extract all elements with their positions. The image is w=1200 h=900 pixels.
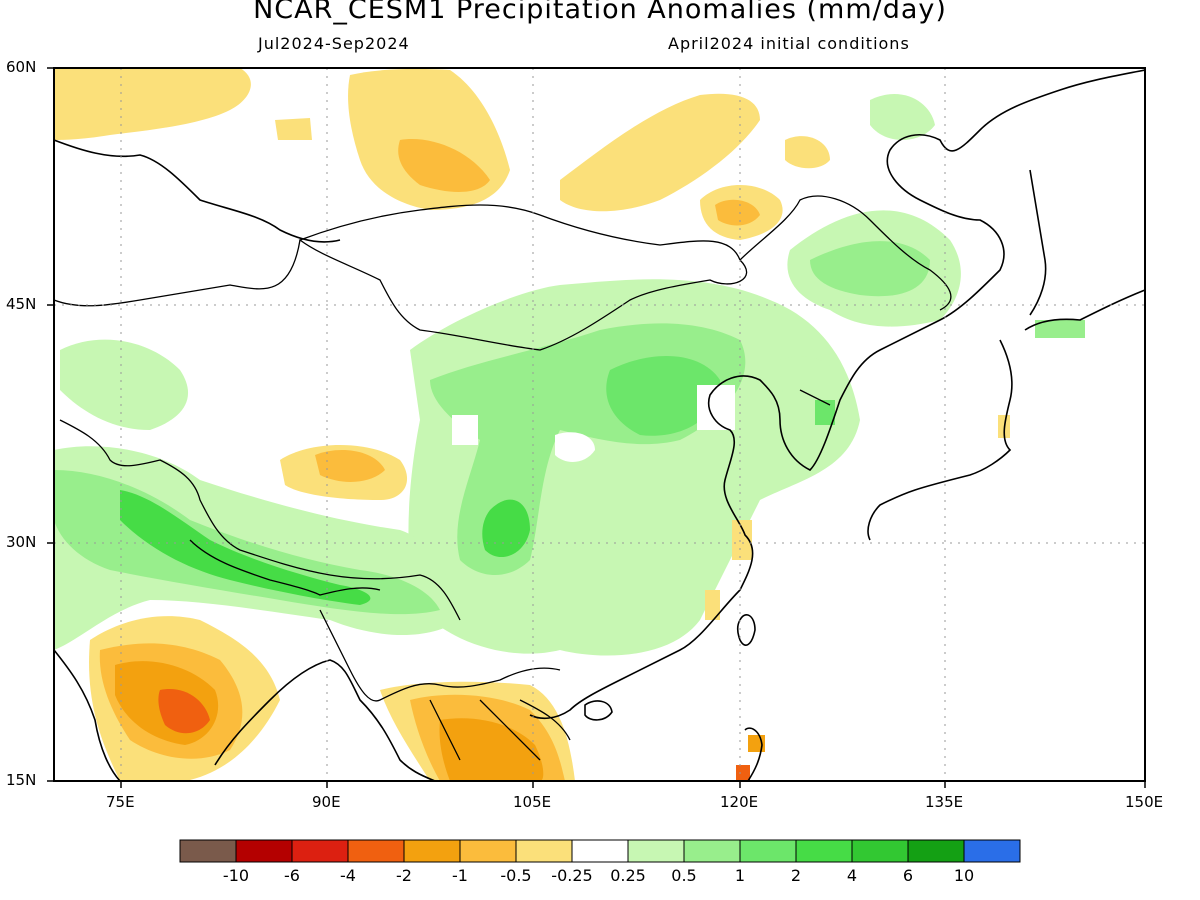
wet-area-eastrussia — [870, 94, 935, 140]
japan-hokkaido — [1024, 289, 1145, 331]
neutral-hole-1 — [555, 432, 595, 462]
wet-peak-china — [606, 356, 720, 436]
colorbar-label: 4 — [846, 866, 858, 885]
axis-ticks — [47, 67, 1146, 788]
bay-of-bengal — [214, 659, 436, 781]
colorbar-label: -6 — [284, 866, 300, 885]
lon-label-150e: 150E — [1125, 793, 1164, 811]
lat-label-60n: 60N — [6, 58, 37, 76]
dry-area-westsiberia — [54, 68, 251, 140]
lat-label-15n: 15N — [6, 771, 37, 789]
initial-conditions-label: April2024 initial conditions — [668, 34, 910, 53]
korea-border — [799, 389, 831, 406]
colorbar-label: -4 — [340, 866, 356, 885]
sakhalin — [1029, 169, 1047, 316]
taiwan — [736, 614, 756, 646]
country-borders — [54, 195, 952, 761]
japan-honshu — [867, 339, 1013, 541]
dry-core-baikal — [398, 139, 490, 192]
neutral-hole-3 — [697, 385, 735, 430]
anomaly-shading — [54, 68, 1085, 781]
chart-title: NCAR_CESM1 Precipitation Anomalies (mm/d… — [253, 0, 947, 25]
lon-label-75e: 75E — [106, 793, 135, 811]
lon-label-105e: 105E — [513, 793, 552, 811]
map-frame — [53, 67, 1146, 782]
siberia-coast-north — [54, 139, 341, 243]
wet-peak-korea — [815, 400, 835, 425]
wet-area-westsiberia — [60, 339, 189, 430]
colorbar-label: -2 — [396, 866, 412, 885]
russia-mongolia-border — [298, 204, 748, 351]
china-west-border — [59, 419, 461, 621]
myanmar-border — [319, 609, 561, 702]
colorbar-label: -10 — [222, 866, 250, 885]
colorbar-label: -0.25 — [551, 866, 593, 885]
lat-label-45n: 45N — [6, 295, 37, 313]
dry-peak-philippines — [736, 765, 750, 781]
dry-peak-thailand — [439, 718, 544, 781]
colorbar-label: 10 — [953, 866, 975, 885]
india-west-coast — [54, 649, 121, 781]
neutral-hole-2 — [452, 415, 478, 445]
kazakhstan-border — [54, 239, 301, 307]
colorbar-label: 1 — [734, 866, 746, 885]
colorbar-label: -1 — [452, 866, 468, 885]
luzon — [744, 727, 763, 781]
colorbar-label: 0.25 — [610, 866, 646, 885]
period-label: Jul2024-Sep2024 — [258, 34, 410, 53]
lat-label-30n: 30N — [6, 533, 37, 551]
dry-core-amur — [715, 199, 760, 226]
lon-label-135e: 135E — [925, 793, 964, 811]
wet-area-hokkaido — [1035, 320, 1085, 338]
hainan — [584, 700, 613, 721]
colorbar-label: 2 — [790, 866, 802, 885]
colorbar-label: 0.5 — [671, 866, 697, 885]
coastlines — [54, 69, 1145, 781]
wet-core-northeast — [810, 241, 930, 297]
colorbar-label: -0.5 — [500, 866, 532, 885]
dry-area-taiwan-strait — [705, 590, 720, 620]
dry-area-far-east — [785, 136, 830, 169]
dry-core-tibet — [315, 450, 385, 482]
colorbar-label: 6 — [902, 866, 914, 885]
dry-area-mongolia-ne — [560, 93, 760, 212]
graticule — [54, 68, 1145, 781]
lon-label-120e: 120E — [720, 793, 759, 811]
lon-label-90e: 90E — [312, 793, 341, 811]
himalaya-border — [189, 539, 381, 596]
indochina-border — [429, 699, 571, 761]
china-northeast-border — [739, 195, 952, 311]
dry-area-small-1 — [275, 118, 312, 140]
dry-peak-india-2 — [158, 689, 210, 734]
wet-peak-nepal — [120, 490, 371, 605]
dry-area-shanghai — [732, 520, 752, 560]
asia-coastline-east — [529, 69, 1145, 720]
dry-area-baikal — [348, 68, 510, 211]
